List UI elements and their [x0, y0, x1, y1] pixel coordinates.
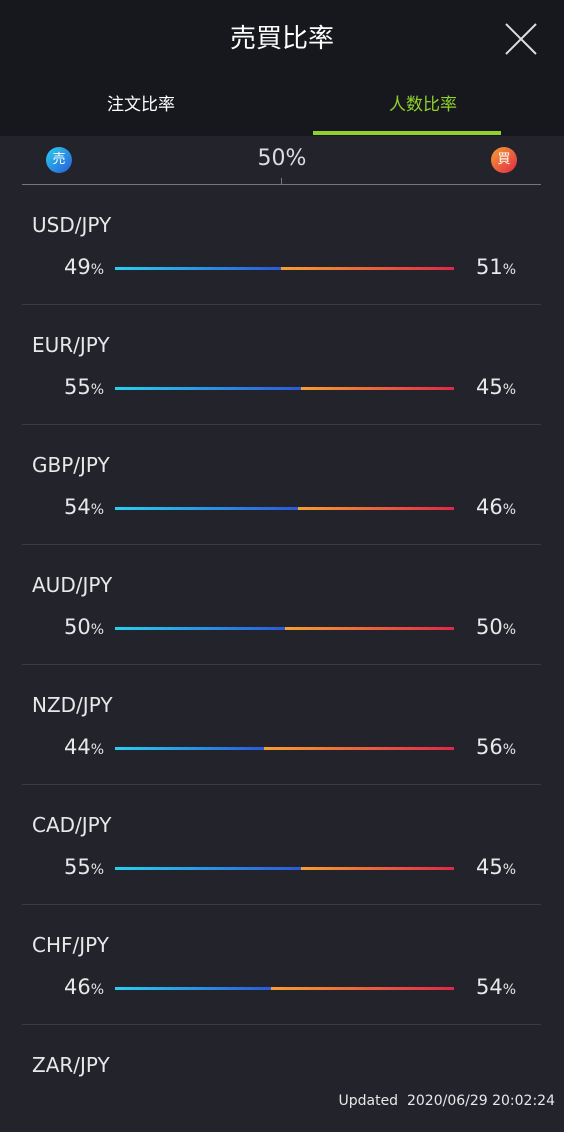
buy-number: 56: [476, 735, 503, 759]
percent-sign: %: [502, 262, 517, 278]
row-separator: [22, 304, 541, 305]
pair-label: NZD/JPY: [32, 693, 113, 717]
buy-bar: [281, 267, 454, 270]
row-separator: [22, 1024, 541, 1025]
pair-label: ZAR/JPY: [32, 1053, 110, 1077]
buy-value: 50%: [476, 615, 516, 639]
buy-number: 46: [476, 495, 503, 519]
percent-sign: %: [90, 382, 104, 398]
center-tick: [281, 178, 282, 184]
buy-number: 50: [476, 615, 503, 639]
sell-value: 55%: [64, 855, 104, 879]
percent-sign: %: [90, 262, 104, 278]
scale-line: [22, 184, 541, 185]
buy-number: 45: [476, 375, 503, 399]
buy-bar: [301, 867, 454, 870]
row-separator: [22, 784, 541, 785]
sell-bar: [115, 627, 285, 630]
sell-number: 55: [63, 855, 91, 879]
sell-bar: [115, 747, 265, 750]
sell-bar: [115, 987, 271, 990]
sell-icon: 売: [46, 147, 72, 173]
buy-value: 56%: [476, 735, 516, 759]
tab-underline: [313, 131, 501, 135]
sell-bar: [115, 387, 302, 390]
sell-bar: [115, 507, 299, 510]
percent-sign: %: [90, 502, 104, 518]
percent-sign: %: [502, 382, 517, 398]
title: 売買比率: [229, 24, 334, 54]
pair-label: CHF/JPY: [32, 933, 109, 957]
percent-sign: %: [502, 622, 517, 638]
buy-icon: 買: [491, 147, 517, 173]
buy-number: 51: [476, 255, 503, 279]
pair-label: USD/JPY: [32, 213, 112, 237]
buy-bar: [298, 507, 454, 510]
sell-number: 46: [63, 975, 91, 999]
close-button[interactable]: [504, 22, 538, 56]
buy-number: 45: [476, 855, 503, 879]
buy-bar: [284, 627, 454, 630]
pair-label: AUD/JPY: [32, 573, 113, 597]
sell-value: 46%: [64, 975, 104, 999]
buy-value: 46%: [476, 495, 516, 519]
buy-value: 45%: [476, 375, 516, 399]
buy-bar: [301, 387, 454, 390]
percent-sign: %: [90, 982, 104, 998]
sell-value: 49%: [64, 255, 104, 279]
sell-number: 54: [63, 495, 91, 519]
percent-sign: %: [502, 502, 517, 518]
sell-value: 54%: [64, 495, 104, 519]
sell-number: 49: [63, 255, 91, 279]
buy-bar: [264, 747, 454, 750]
sell-number: 50: [63, 615, 91, 639]
row-separator: [22, 544, 541, 545]
percent-sign: %: [90, 622, 104, 638]
sell-bar: [115, 867, 302, 870]
header: [0, 0, 564, 136]
row-separator: [22, 664, 541, 665]
buy-number: 54: [476, 975, 503, 999]
sell-value: 44%: [64, 735, 104, 759]
buy-value: 51%: [476, 255, 516, 279]
buy-bar: [270, 987, 454, 990]
percent-sign: %: [90, 862, 104, 878]
percent-sign: %: [502, 862, 517, 878]
tab[interactable]: 人数比率: [389, 95, 457, 115]
center-label: 50%: [257, 146, 307, 171]
sell-value: 55%: [64, 375, 104, 399]
sell-value: 50%: [64, 615, 104, 639]
row-separator: [22, 904, 541, 905]
percent-sign: %: [90, 742, 104, 758]
buy-value: 54%: [476, 975, 516, 999]
sell-number: 44: [63, 735, 91, 759]
updated-time: Updated 2020/06/29 20:02:24: [338, 1093, 555, 1109]
tab[interactable]: 注文比率: [107, 95, 175, 115]
pair-label: GBP/JPY: [32, 453, 110, 477]
percent-sign: %: [502, 742, 517, 758]
sell-number: 55: [63, 375, 91, 399]
sell-bar: [115, 267, 282, 270]
percent-sign: %: [502, 982, 517, 998]
row-separator: [22, 424, 541, 425]
buy-value: 45%: [476, 855, 516, 879]
pair-label: EUR/JPY: [32, 333, 110, 357]
pair-label: CAD/JPY: [32, 813, 112, 837]
